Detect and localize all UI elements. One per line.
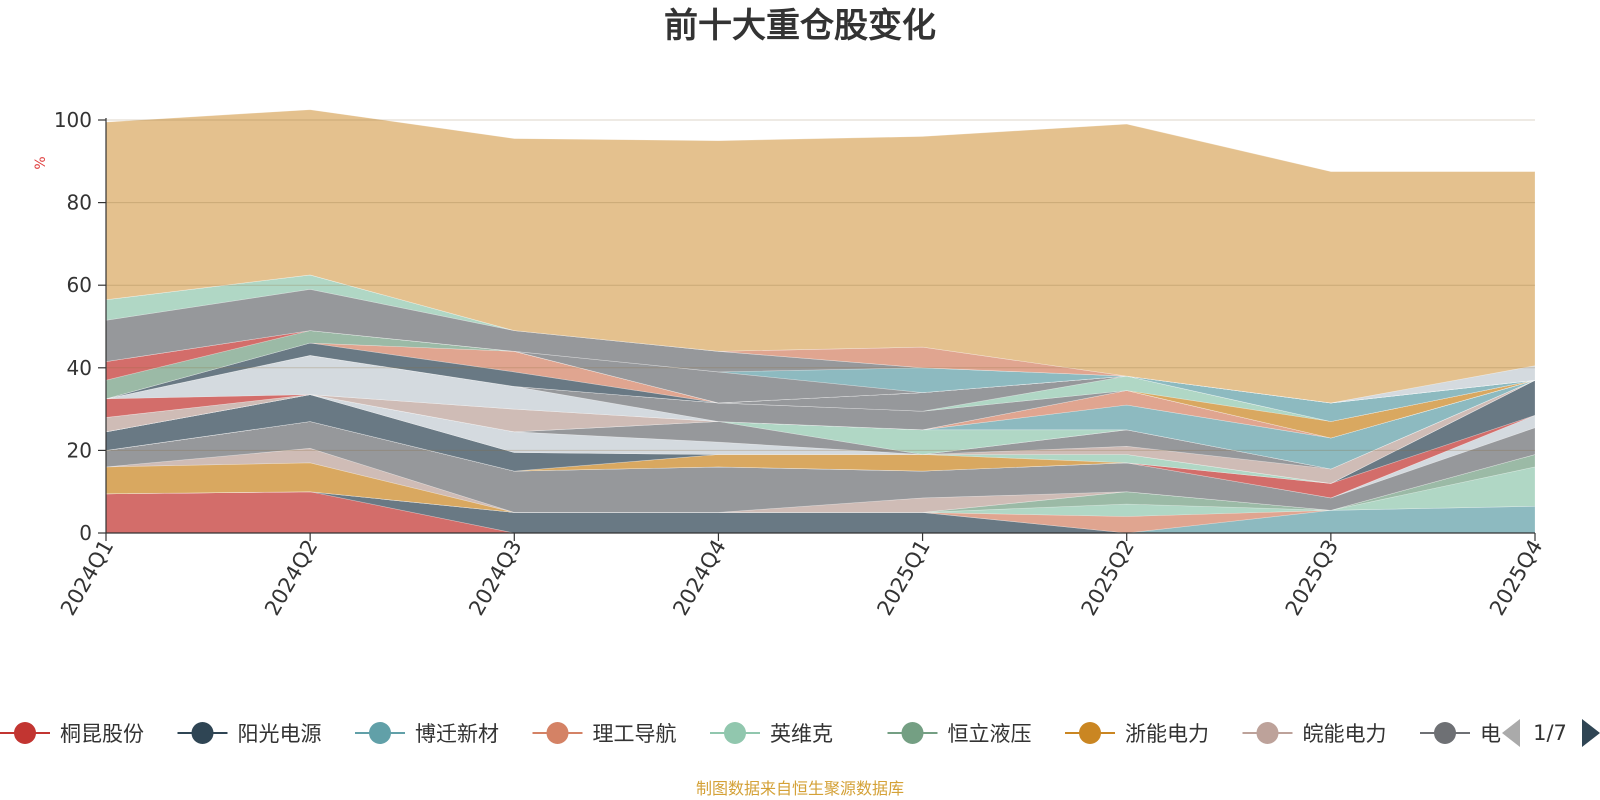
- y-tick-label-2: 40: [67, 356, 92, 380]
- legend-item-6[interactable]: 浙能电力: [1065, 722, 1209, 746]
- area-series-40: [105, 109, 1536, 404]
- legend-marker-4: [724, 722, 746, 744]
- legend-item-3[interactable]: 理工导航: [532, 722, 677, 746]
- legend-item-4[interactable]: 英维克: [710, 722, 833, 746]
- legend-item-2[interactable]: 博迁新材: [355, 722, 499, 746]
- x-tick-label-0: 2024Q1: [56, 536, 118, 620]
- data-source-footer: 制图数据来自恒生聚源数据库: [696, 779, 904, 798]
- y-axis-ticks: 0 20 40 60 80 100: [54, 108, 106, 545]
- y-tick-label-5: 100: [54, 108, 92, 132]
- gridlines: [106, 119, 1535, 451]
- legend-label-4: 英维克: [770, 722, 833, 746]
- y-tick-label-3: 60: [67, 273, 92, 297]
- x-axis-ticks: 2024Q1 2024Q2 2024Q3 2024Q4 2025Q1 2025Q2 2025…: [56, 533, 1547, 620]
- legend-marker-3: [546, 722, 569, 744]
- x-tick-label-7: 2025Q4: [1485, 536, 1547, 620]
- legend-label-5: 恒立液压: [948, 722, 1032, 746]
- area-series-39: [105, 274, 1536, 404]
- legend-item-5[interactable]: 恒立液压: [887, 722, 1032, 746]
- legend-marker-5: [901, 722, 924, 744]
- legend-item-1[interactable]: 阳光电源: [177, 722, 322, 746]
- x-tick-label-5: 2025Q2: [1077, 536, 1139, 620]
- legend-marker-0: [14, 722, 36, 744]
- x-tick-label-3: 2024Q4: [668, 536, 730, 620]
- legend-label-2: 博迁新材: [415, 722, 499, 746]
- legend-label-8: 电: [1480, 722, 1501, 746]
- legend[interactable]: 桐昆股份 阳光电源 博迁新材 理工导航 英维克 恒立液压 浙能电力 皖能电力 电: [0, 722, 1501, 746]
- legend-marker-7: [1256, 722, 1279, 744]
- legend-item-0[interactable]: 桐昆股份: [0, 722, 144, 746]
- legend-prev-icon[interactable]: [1502, 719, 1520, 747]
- y-tick-label-1: 20: [67, 438, 92, 462]
- x-tick-label-1: 2024Q2: [260, 536, 322, 620]
- legend-label-6: 浙能电力: [1125, 722, 1209, 746]
- axes: [105, 118, 1535, 534]
- y-tick-label-4: 80: [67, 191, 92, 215]
- x-tick-label-6: 2025Q3: [1281, 536, 1343, 620]
- y-tick-label-0: 0: [79, 521, 92, 545]
- y-axis-unit: %: [33, 156, 49, 169]
- legend-marker-8: [1434, 722, 1456, 744]
- area-series-group: [105, 109, 1536, 534]
- chart-title: 前十大重仓股变化: [664, 6, 936, 46]
- legend-item-8[interactable]: 电: [1420, 722, 1501, 746]
- x-tick-label-2: 2024Q3: [464, 536, 526, 620]
- legend-label-0: 桐昆股份: [60, 722, 144, 746]
- legend-marker-2: [369, 722, 391, 744]
- legend-item-7[interactable]: 皖能电力: [1242, 722, 1387, 746]
- legend-pager: 1/7: [1502, 719, 1600, 747]
- x-tick-label-4: 2025Q1: [872, 536, 934, 620]
- legend-next-icon[interactable]: [1582, 719, 1600, 747]
- legend-marker-6: [1079, 722, 1101, 744]
- legend-label-7: 皖能电力: [1303, 722, 1387, 746]
- legend-page-indicator: 1/7: [1533, 721, 1567, 745]
- legend-label-3: 理工导航: [593, 722, 677, 746]
- legend-label-1: 阳光电源: [238, 722, 322, 746]
- legend-marker-1: [191, 722, 214, 744]
